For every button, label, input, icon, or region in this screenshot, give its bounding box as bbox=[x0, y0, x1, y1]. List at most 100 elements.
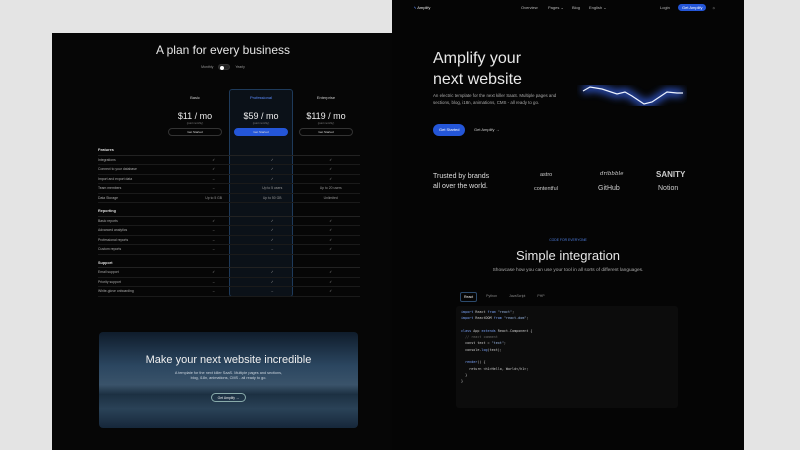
get-amplify-link[interactable]: Get Amplify → bbox=[474, 127, 500, 132]
feature-row: Team members – Up to 5 users Up to 20 users bbox=[98, 184, 360, 194]
logo-dribbble: dribbble bbox=[600, 171, 624, 177]
get-started-button[interactable]: Get Started bbox=[299, 128, 353, 136]
feature-row: Advanced analytics – ✓ ✓ bbox=[98, 226, 360, 236]
hero-title: Amplify your next website bbox=[433, 50, 522, 88]
pricing-page-screenshot: A plan for every business Monthly Yearly… bbox=[52, 33, 394, 450]
trusted-heading: Trusted by brands all over the world. bbox=[433, 173, 490, 190]
plan-name: Professional bbox=[249, 95, 272, 100]
feature-value: ✓ bbox=[329, 247, 333, 252]
feature-value: ✓ bbox=[329, 157, 333, 162]
feature-value: ✓ bbox=[329, 228, 333, 233]
integration-title: Simple integration bbox=[515, 248, 621, 263]
monthly-label: Monthly bbox=[201, 65, 214, 69]
feature-value: ✓ bbox=[329, 270, 333, 275]
logo-contentful: contentful bbox=[534, 186, 558, 192]
login-link[interactable]: Login bbox=[660, 4, 670, 10]
banner-get-amplify-button[interactable]: Get Amplify → bbox=[210, 393, 247, 402]
feature-value: – bbox=[212, 176, 215, 181]
plan-name: Basic bbox=[190, 95, 200, 100]
navbar: ϟ Amplify Overview Pages ⌄ Blog English … bbox=[392, 0, 744, 14]
feature-value: ✓ bbox=[270, 279, 274, 284]
feature-value: ✓ bbox=[329, 218, 333, 223]
feature-value: – bbox=[271, 247, 274, 252]
feature-value: ✓ bbox=[329, 167, 333, 172]
feature-row: Email support ✓ ✓ ✓ bbox=[98, 268, 360, 278]
feature-label: Connect to your database bbox=[98, 167, 137, 172]
feature-row: Custom reports – – ✓ bbox=[98, 245, 360, 255]
section-header: Features bbox=[98, 146, 360, 156]
feature-label: Professional reports bbox=[98, 237, 129, 242]
plan-professional: Professional $59 / mo (paid monthly) Get… bbox=[229, 89, 293, 136]
feature-label: Data Storage bbox=[98, 195, 118, 200]
feature-value: ✓ bbox=[212, 270, 216, 275]
feature-value: – bbox=[212, 228, 215, 233]
feature-label: Import and export data bbox=[98, 176, 133, 181]
feature-value: – bbox=[212, 289, 215, 294]
feature-value: Up to 50 GB bbox=[262, 195, 282, 200]
hero-description: An electric template for the next killer… bbox=[433, 93, 557, 105]
feature-value: ✓ bbox=[270, 218, 274, 223]
feature-row: Basic reports ✓ ✓ ✓ bbox=[98, 217, 360, 226]
feature-value: Unlimited bbox=[323, 195, 338, 200]
feature-label: Team members bbox=[98, 186, 122, 191]
feature-value: ✓ bbox=[270, 228, 274, 233]
feature-row: Professional reports – ✓ ✓ bbox=[98, 236, 360, 245]
plan-basic: Basic $11 / mo (paid monthly) Get Starte… bbox=[163, 89, 227, 136]
feature-label: Email support bbox=[98, 270, 119, 275]
tab-python[interactable]: Python bbox=[486, 294, 498, 298]
feature-value: – bbox=[212, 279, 215, 284]
plan-billing-note: (paid monthly) bbox=[252, 122, 270, 125]
brand-logo[interactable]: ϟ Amplify bbox=[414, 4, 431, 10]
plan-price: $119 / mo bbox=[306, 111, 346, 121]
feature-value: Up to 5 GB bbox=[205, 195, 223, 200]
nav-language[interactable]: English ⌄ bbox=[589, 4, 607, 10]
pricing-title: A plan for every business bbox=[155, 43, 291, 57]
billing-toggle-row: Monthly Yearly bbox=[52, 64, 394, 70]
feature-value: ✓ bbox=[270, 237, 274, 242]
feature-row: Integrations ✓ ✓ ✓ bbox=[98, 156, 360, 165]
feature-value: ✓ bbox=[212, 157, 216, 162]
bolt-icon: ϟ bbox=[414, 4, 417, 10]
feature-value: ✓ bbox=[270, 176, 274, 181]
nav-pages[interactable]: Pages ⌄ bbox=[548, 4, 564, 10]
feature-value: ✓ bbox=[212, 218, 216, 223]
feature-value: – bbox=[212, 186, 215, 191]
feature-row: Data Storage Up to 5 GB Up to 50 GB Unlimit… bbox=[98, 194, 360, 203]
get-started-button[interactable]: Get Started bbox=[168, 128, 222, 136]
logo-github: GitHub bbox=[598, 185, 620, 192]
tab-javascript[interactable]: JavaScript bbox=[509, 294, 526, 298]
feature-label: Basic reports bbox=[98, 218, 118, 223]
get-started-button[interactable]: Get Started bbox=[234, 128, 288, 136]
integration-subtitle: Showcase how you can use your tool in al… bbox=[492, 268, 644, 273]
logo-sanity: SANITY bbox=[656, 170, 686, 179]
tab-react[interactable]: React bbox=[460, 292, 478, 302]
feature-value: ✓ bbox=[270, 157, 274, 162]
tab-php[interactable]: PHP bbox=[537, 294, 545, 298]
landing-page-screenshot: ϟ Amplify Overview Pages ⌄ Blog English … bbox=[392, 0, 744, 450]
feature-value: ✓ bbox=[270, 270, 274, 275]
feature-value: ✓ bbox=[329, 279, 333, 284]
integration-eyebrow: CODE FOR EVERYONE bbox=[549, 238, 587, 242]
get-amplify-button[interactable]: Get Amplify bbox=[678, 3, 707, 11]
section-header: Support bbox=[98, 259, 360, 268]
logo-notion: Notion bbox=[658, 185, 679, 192]
nav-overview[interactable]: Overview bbox=[521, 4, 538, 10]
get-started-button[interactable]: Get Started bbox=[433, 124, 466, 136]
feature-value: Up to 5 users bbox=[262, 186, 283, 191]
nav-blog[interactable]: Blog bbox=[572, 4, 581, 10]
feature-value: ✓ bbox=[329, 176, 333, 181]
plan-billing-note: (paid monthly) bbox=[186, 122, 204, 125]
plan-enterprise: Enterprise $119 / mo (paid monthly) Get … bbox=[294, 89, 358, 136]
feature-row: Import and export data – ✓ ✓ bbox=[98, 175, 360, 184]
code-tabs: React Python JavaScript PHP bbox=[460, 292, 548, 302]
feature-value: Up to 20 users bbox=[319, 186, 342, 191]
feature-label: Priority support bbox=[98, 279, 121, 284]
feature-label: Advanced analytics bbox=[98, 228, 128, 233]
theme-toggle-icon[interactable]: ☼ bbox=[712, 4, 716, 10]
feature-value: – bbox=[212, 247, 215, 252]
feature-row: Priority support – ✓ ✓ bbox=[98, 278, 360, 287]
feature-label: White-glove onboarding bbox=[98, 289, 134, 294]
billing-toggle[interactable] bbox=[218, 64, 231, 70]
feature-label: Custom reports bbox=[98, 247, 122, 252]
yearly-label: Yearly bbox=[235, 65, 245, 69]
